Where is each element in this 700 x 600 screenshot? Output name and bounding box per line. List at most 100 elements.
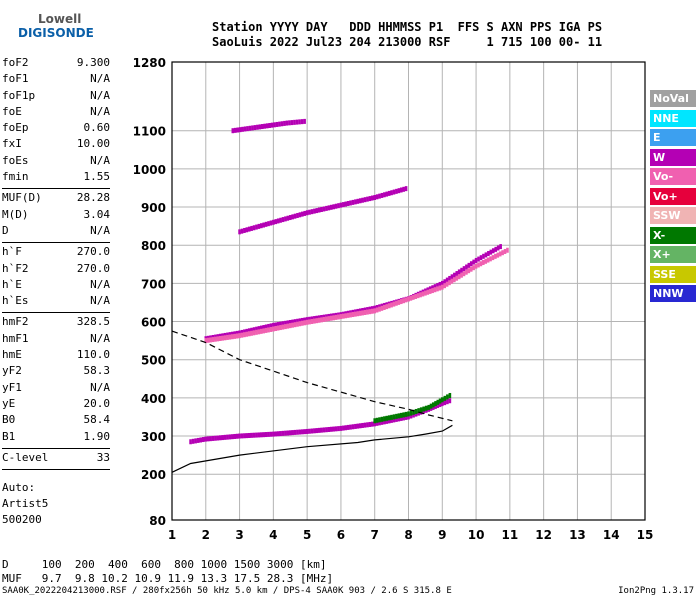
echo-mark — [448, 392, 452, 398]
param-name: yF2 — [2, 364, 22, 378]
echo-mark — [248, 125, 252, 131]
echo-mark — [438, 281, 442, 287]
echo-mark — [358, 310, 362, 316]
echo-mark — [462, 271, 466, 277]
param-row: foF1 N/A — [2, 72, 110, 88]
param-value: 270.0 — [76, 245, 110, 259]
echo-mark — [250, 330, 253, 336]
echo-mark — [431, 402, 435, 408]
echo-mark — [414, 293, 418, 299]
echo-mark — [436, 399, 440, 405]
echo-mark — [399, 412, 403, 418]
y-tick-label: 1100 — [133, 125, 166, 139]
echo-mark — [375, 417, 379, 423]
echo-mark — [387, 418, 391, 424]
echo-mark — [199, 437, 203, 443]
echo-mark — [404, 186, 408, 192]
y-tick-label: 1280 — [133, 56, 166, 70]
echo-mark — [284, 216, 287, 222]
echo-mark — [491, 248, 495, 254]
echo-mark — [268, 122, 271, 128]
echo-mark — [259, 328, 263, 334]
echo-mark — [404, 411, 408, 417]
param-value: N/A — [90, 380, 110, 394]
legend-item: NNE — [650, 109, 696, 127]
echo-mark — [250, 327, 253, 333]
echo-mark — [320, 317, 323, 323]
echo-mark — [223, 335, 227, 341]
echo-mark — [252, 327, 256, 333]
echo-mark — [460, 267, 463, 273]
echo-mark — [243, 433, 246, 439]
plot-frame — [171, 61, 646, 521]
echo-mark — [346, 200, 350, 206]
echo-mark — [351, 424, 355, 430]
echo-mark — [496, 245, 500, 251]
echo-mark — [392, 417, 396, 423]
echo-mark — [235, 333, 239, 339]
echo-mark — [240, 228, 244, 234]
echo-mark — [262, 432, 266, 438]
param-value: 58.3 — [83, 364, 111, 378]
echo-mark — [383, 419, 386, 425]
echo-mark — [272, 219, 275, 225]
echo-mark — [366, 196, 369, 202]
echo-mark — [489, 249, 493, 255]
echo-mark — [397, 413, 401, 419]
echo-mark — [263, 123, 267, 129]
param-name: foEs — [2, 153, 29, 167]
param-separator — [2, 188, 110, 190]
param-value: N/A — [90, 331, 110, 345]
echo-mark — [409, 295, 413, 301]
echo-mark — [245, 227, 249, 233]
legend-item: Vo+ — [650, 187, 696, 205]
echo-mark — [228, 434, 232, 440]
echo-mark — [291, 319, 294, 325]
echo-mark — [257, 329, 261, 335]
echo-mark — [253, 125, 257, 131]
echo-mark — [303, 317, 307, 323]
x-tick-label: 12 — [535, 528, 552, 542]
echo-mark — [285, 120, 289, 126]
echo-mark — [252, 432, 256, 438]
param-name: h`E — [2, 277, 22, 291]
echo-mark — [402, 412, 405, 418]
echo-mark — [467, 262, 471, 268]
param-row: yE 20.0 — [2, 397, 110, 413]
echo-mark — [385, 418, 389, 424]
echo-mark — [477, 262, 480, 268]
echo-mark — [252, 330, 256, 336]
echo-mark — [424, 405, 428, 411]
echo-mark — [417, 408, 420, 414]
echo-mark — [313, 208, 316, 214]
echo-mark — [272, 326, 275, 332]
echo-mark — [209, 436, 212, 442]
param-name: h`F — [2, 245, 22, 259]
echo-mark — [436, 286, 439, 292]
param-row: B1 1.90 — [2, 430, 110, 446]
echo-mark — [272, 322, 275, 328]
y-tick-label: 80 — [149, 514, 166, 528]
param-name: fxI — [2, 137, 22, 151]
echo-mark — [366, 309, 369, 315]
param-row: yF2 58.3 — [2, 364, 110, 380]
param-value: N/A — [90, 88, 110, 102]
param-value: 1.55 — [83, 170, 111, 184]
echo-mark — [385, 304, 389, 310]
echo-mark — [407, 296, 410, 302]
echo-mark — [301, 320, 304, 326]
y-tick-label: 200 — [141, 468, 166, 482]
param-value: N/A — [90, 72, 110, 86]
echo-mark — [363, 309, 367, 315]
echo-mark — [231, 331, 234, 337]
legend-item: X- — [650, 226, 696, 244]
echo-mark — [280, 121, 284, 127]
echo-mark — [269, 326, 273, 332]
x-tick-label: 14 — [603, 528, 620, 542]
echo-mark — [373, 305, 377, 311]
param-row: foE N/A — [2, 105, 110, 121]
echo-mark — [390, 302, 393, 308]
param-row: foF1p N/A — [2, 89, 110, 105]
echo-mark — [434, 403, 437, 409]
echo-mark — [399, 415, 403, 421]
